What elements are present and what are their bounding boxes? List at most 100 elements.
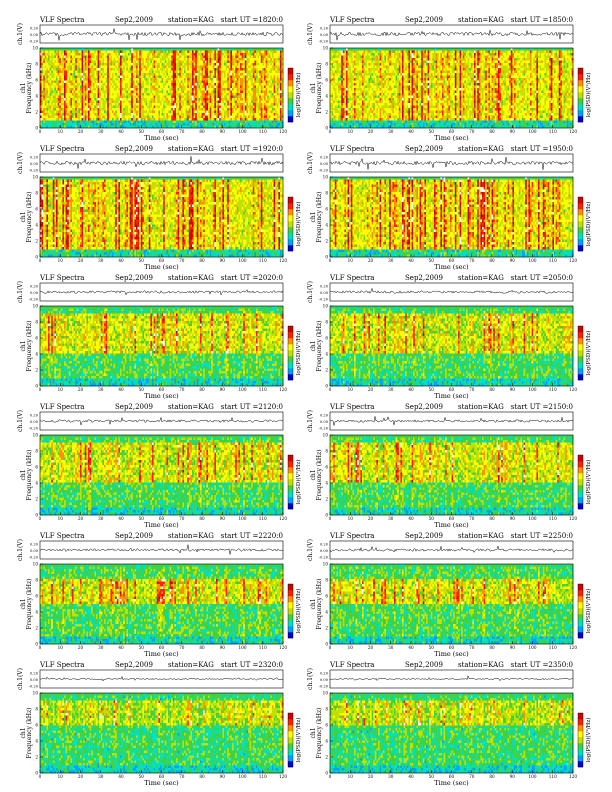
waveform-tick-label: 0.00 bbox=[320, 549, 329, 553]
time-tick-label: 100 bbox=[239, 774, 247, 779]
freq-axis-label: Frequency (kHz) bbox=[26, 449, 33, 500]
waveform-tick-label: -0.20 bbox=[319, 169, 329, 173]
time-tick-label: 60 bbox=[449, 645, 455, 650]
time-tick-label: 120 bbox=[279, 387, 287, 392]
time-tick-label: 60 bbox=[159, 774, 165, 779]
freq-tick-label: 4 bbox=[35, 739, 38, 744]
time-tick-label: 10 bbox=[348, 258, 354, 263]
waveform-frame bbox=[329, 540, 574, 560]
freq-tick-label: 4 bbox=[325, 739, 328, 744]
freq-tick-label: 2 bbox=[325, 626, 328, 631]
freq-tick-label: 4 bbox=[325, 610, 328, 615]
time-tick-label: 30 bbox=[98, 129, 104, 134]
time-tick-label: 110 bbox=[549, 774, 557, 779]
freq-tick-label: 4 bbox=[35, 352, 38, 357]
freq-tick-label: 10 bbox=[33, 691, 39, 696]
colorbar-label: log(PSD)(V²/Hz) bbox=[295, 73, 302, 118]
time-tick-label: 0 bbox=[39, 516, 42, 521]
panel-header-label: VLF Spectra bbox=[39, 274, 84, 282]
spectrogram bbox=[330, 48, 574, 129]
time-tick-label: 40 bbox=[408, 129, 414, 134]
time-tick-label: 120 bbox=[279, 258, 287, 263]
time-tick-label: 120 bbox=[569, 645, 577, 650]
waveform-tick-label: 0.00 bbox=[320, 162, 329, 166]
time-tick-label: 40 bbox=[408, 387, 414, 392]
waveform-tick-label: -0.20 bbox=[319, 40, 329, 44]
colorbar bbox=[288, 455, 293, 510]
time-tick-label: 20 bbox=[78, 516, 84, 521]
freq-axis-label: Frequency (kHz) bbox=[26, 191, 33, 242]
freq-tick-label: 10 bbox=[33, 433, 39, 438]
freq-tick-label: 6 bbox=[325, 594, 328, 599]
time-tick-label: 110 bbox=[549, 387, 557, 392]
panel: VLF Spectra Sep2,2009 station=KAG start UT … bbox=[307, 661, 592, 787]
time-tick-label: 30 bbox=[98, 774, 104, 779]
panel-header-label: VLF Spectra bbox=[39, 661, 84, 669]
waveform-trace bbox=[329, 416, 574, 426]
freq-tick-label: 6 bbox=[35, 594, 38, 599]
freq-tick-label: 10 bbox=[323, 46, 329, 51]
freq-tick-label: 0 bbox=[35, 771, 38, 776]
colorbar bbox=[578, 326, 583, 381]
panel: VLF Spectra Sep2,2009 station=KAG start UT … bbox=[307, 532, 592, 658]
freq-axis-prefix: ch1 bbox=[310, 727, 317, 738]
time-tick-label: 10 bbox=[348, 129, 354, 134]
panel: VLF Spectra Sep2,2009 station=KAG start UT … bbox=[307, 16, 592, 142]
time-tick-label: 10 bbox=[58, 258, 64, 263]
time-tick-label: 30 bbox=[388, 645, 394, 650]
time-tick-label: 80 bbox=[489, 387, 495, 392]
waveform-axis-label: ch.1(V) bbox=[307, 668, 314, 690]
time-tick-label: 110 bbox=[259, 516, 267, 521]
freq-tick-label: 10 bbox=[33, 304, 39, 309]
freq-tick-label: 0 bbox=[325, 126, 328, 131]
waveform-tick-label: -0.20 bbox=[319, 298, 329, 302]
panel-start-ut: start UT =2250:0 bbox=[511, 532, 573, 540]
panel-header-label: VLF Spectra bbox=[329, 274, 374, 282]
time-tick-label: 70 bbox=[469, 258, 475, 263]
freq-axis-prefix: ch1 bbox=[310, 598, 317, 609]
time-tick-label: 90 bbox=[220, 516, 226, 521]
time-tick-label: 20 bbox=[368, 258, 374, 263]
time-axis-label: Time (sec) bbox=[434, 392, 469, 400]
colorbar-label: log(PSD)(V²/Hz) bbox=[585, 460, 592, 505]
panel: VLF Spectra Sep2,2009 station=KAG start UT … bbox=[307, 403, 592, 529]
waveform-trace bbox=[39, 28, 284, 41]
colorbar bbox=[578, 197, 583, 252]
time-tick-label: 90 bbox=[220, 645, 226, 650]
freq-tick-label: 2 bbox=[35, 755, 38, 760]
freq-tick-label: 0 bbox=[325, 513, 328, 518]
time-axis-label: Time (sec) bbox=[434, 779, 469, 787]
freq-tick-label: 6 bbox=[325, 207, 328, 212]
freq-tick-label: 4 bbox=[35, 481, 38, 486]
panel-date: Sep2,2009 bbox=[115, 145, 153, 153]
waveform-frame bbox=[329, 24, 574, 44]
colorbar-label: log(PSD)(V²/Hz) bbox=[585, 331, 592, 376]
time-tick-label: 100 bbox=[239, 129, 247, 134]
freq-tick-label: 8 bbox=[325, 578, 328, 583]
time-axis-label: Time (sec) bbox=[144, 134, 179, 142]
time-tick-label: 0 bbox=[329, 387, 332, 392]
freq-tick-label: 2 bbox=[35, 368, 38, 373]
waveform-tick-label: -0.20 bbox=[29, 556, 39, 560]
panel-station: station=KAG bbox=[458, 16, 504, 24]
waveform-tick-label: -0.20 bbox=[29, 427, 39, 431]
time-tick-label: 0 bbox=[329, 258, 332, 263]
time-tick-label: 110 bbox=[259, 645, 267, 650]
time-tick-label: 100 bbox=[529, 645, 537, 650]
waveform-trace bbox=[39, 416, 284, 426]
colorbar-frame bbox=[577, 454, 584, 510]
panel-date: Sep2,2009 bbox=[405, 403, 443, 411]
panel-header-label: VLF Spectra bbox=[329, 403, 374, 411]
waveform-axis-label: ch.1(V) bbox=[307, 281, 314, 303]
time-tick-label: 0 bbox=[329, 129, 332, 134]
time-tick-label: 20 bbox=[368, 129, 374, 134]
time-tick-label: 60 bbox=[449, 516, 455, 521]
freq-tick-label: 6 bbox=[35, 78, 38, 83]
panel-date: Sep2,2009 bbox=[115, 532, 153, 540]
panel-header-label: VLF Spectra bbox=[39, 532, 84, 540]
time-tick-label: 100 bbox=[529, 774, 537, 779]
waveform-axis-label: ch.1(V) bbox=[307, 410, 314, 432]
colorbar-label: log(PSD)(V²/Hz) bbox=[295, 589, 302, 634]
panel-station: station=KAG bbox=[458, 403, 504, 411]
waveform-axis-label: ch.1(V) bbox=[307, 539, 314, 561]
